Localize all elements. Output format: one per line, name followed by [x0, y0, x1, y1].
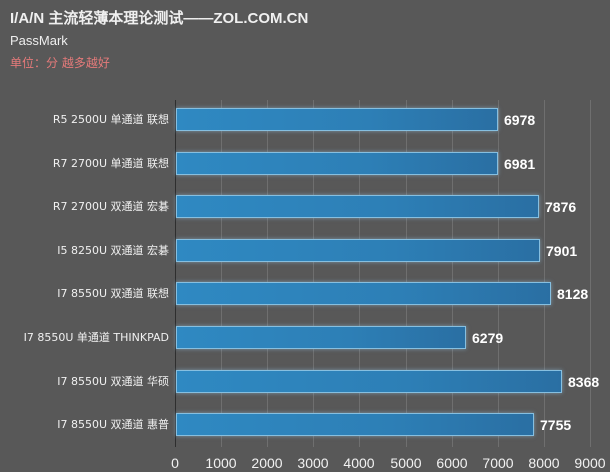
category-label: I7 8550U 双通道 华硕 [57, 375, 169, 388]
gridline [406, 100, 407, 447]
gridline [359, 100, 360, 447]
x-tick-label: 4000 [343, 455, 375, 471]
category-label: R7 2700U 单通道 联想 [52, 157, 169, 170]
bar-value-label: 7876 [545, 199, 577, 215]
chart-subtitle: PassMark [10, 33, 68, 48]
category-label: R5 2500U 单通道 联想 [52, 113, 169, 126]
data-bar [176, 195, 539, 218]
gridline [313, 100, 314, 447]
y-axis-line [175, 100, 176, 447]
x-tick-label: 1000 [205, 455, 237, 471]
category-label: I7 8550U 双通道 联想 [57, 287, 169, 300]
bar-value-label: 7755 [540, 417, 572, 433]
x-tick-label: 0 [171, 455, 179, 471]
category-label: I7 8550U 双通道 惠普 [57, 418, 169, 431]
data-bar [176, 282, 551, 305]
gridline [452, 100, 453, 447]
x-tick-label: 5000 [390, 455, 422, 471]
category-label: I5 8250U 双通道 宏碁 [57, 244, 169, 257]
data-bar [176, 239, 540, 262]
bar-value-label: 8368 [568, 374, 600, 390]
gridline [590, 100, 591, 447]
x-tick-label: 8000 [528, 455, 560, 471]
gridline [544, 100, 545, 447]
gridline [267, 100, 268, 447]
bar-value-label: 8128 [557, 286, 589, 302]
bar-value-label: 6978 [504, 112, 536, 128]
category-label: R7 2700U 双通道 宏碁 [52, 200, 169, 213]
bar-value-label: 6981 [504, 156, 536, 172]
data-bar [176, 326, 466, 349]
chart-title: I/A/N 主流轻薄本理论测试——ZOL.COM.CN [10, 10, 309, 27]
data-bar [176, 413, 534, 436]
x-tick-label: 3000 [297, 455, 329, 471]
bar-value-label: 6279 [472, 330, 504, 346]
data-bar [176, 152, 498, 175]
category-label: I7 8550U 单通道 THINKPAD [23, 331, 169, 344]
unit-note: 单位：分 越多越好 [10, 56, 110, 70]
x-tick-label: 9000 [574, 455, 606, 471]
bar-value-label: 7901 [546, 243, 578, 259]
gridline [221, 100, 222, 447]
x-tick-label: 2000 [251, 455, 283, 471]
data-bar [176, 108, 498, 131]
x-tick-label: 6000 [436, 455, 468, 471]
data-bar [176, 370, 562, 393]
x-tick-label: 7000 [482, 455, 514, 471]
gridline [498, 100, 499, 447]
